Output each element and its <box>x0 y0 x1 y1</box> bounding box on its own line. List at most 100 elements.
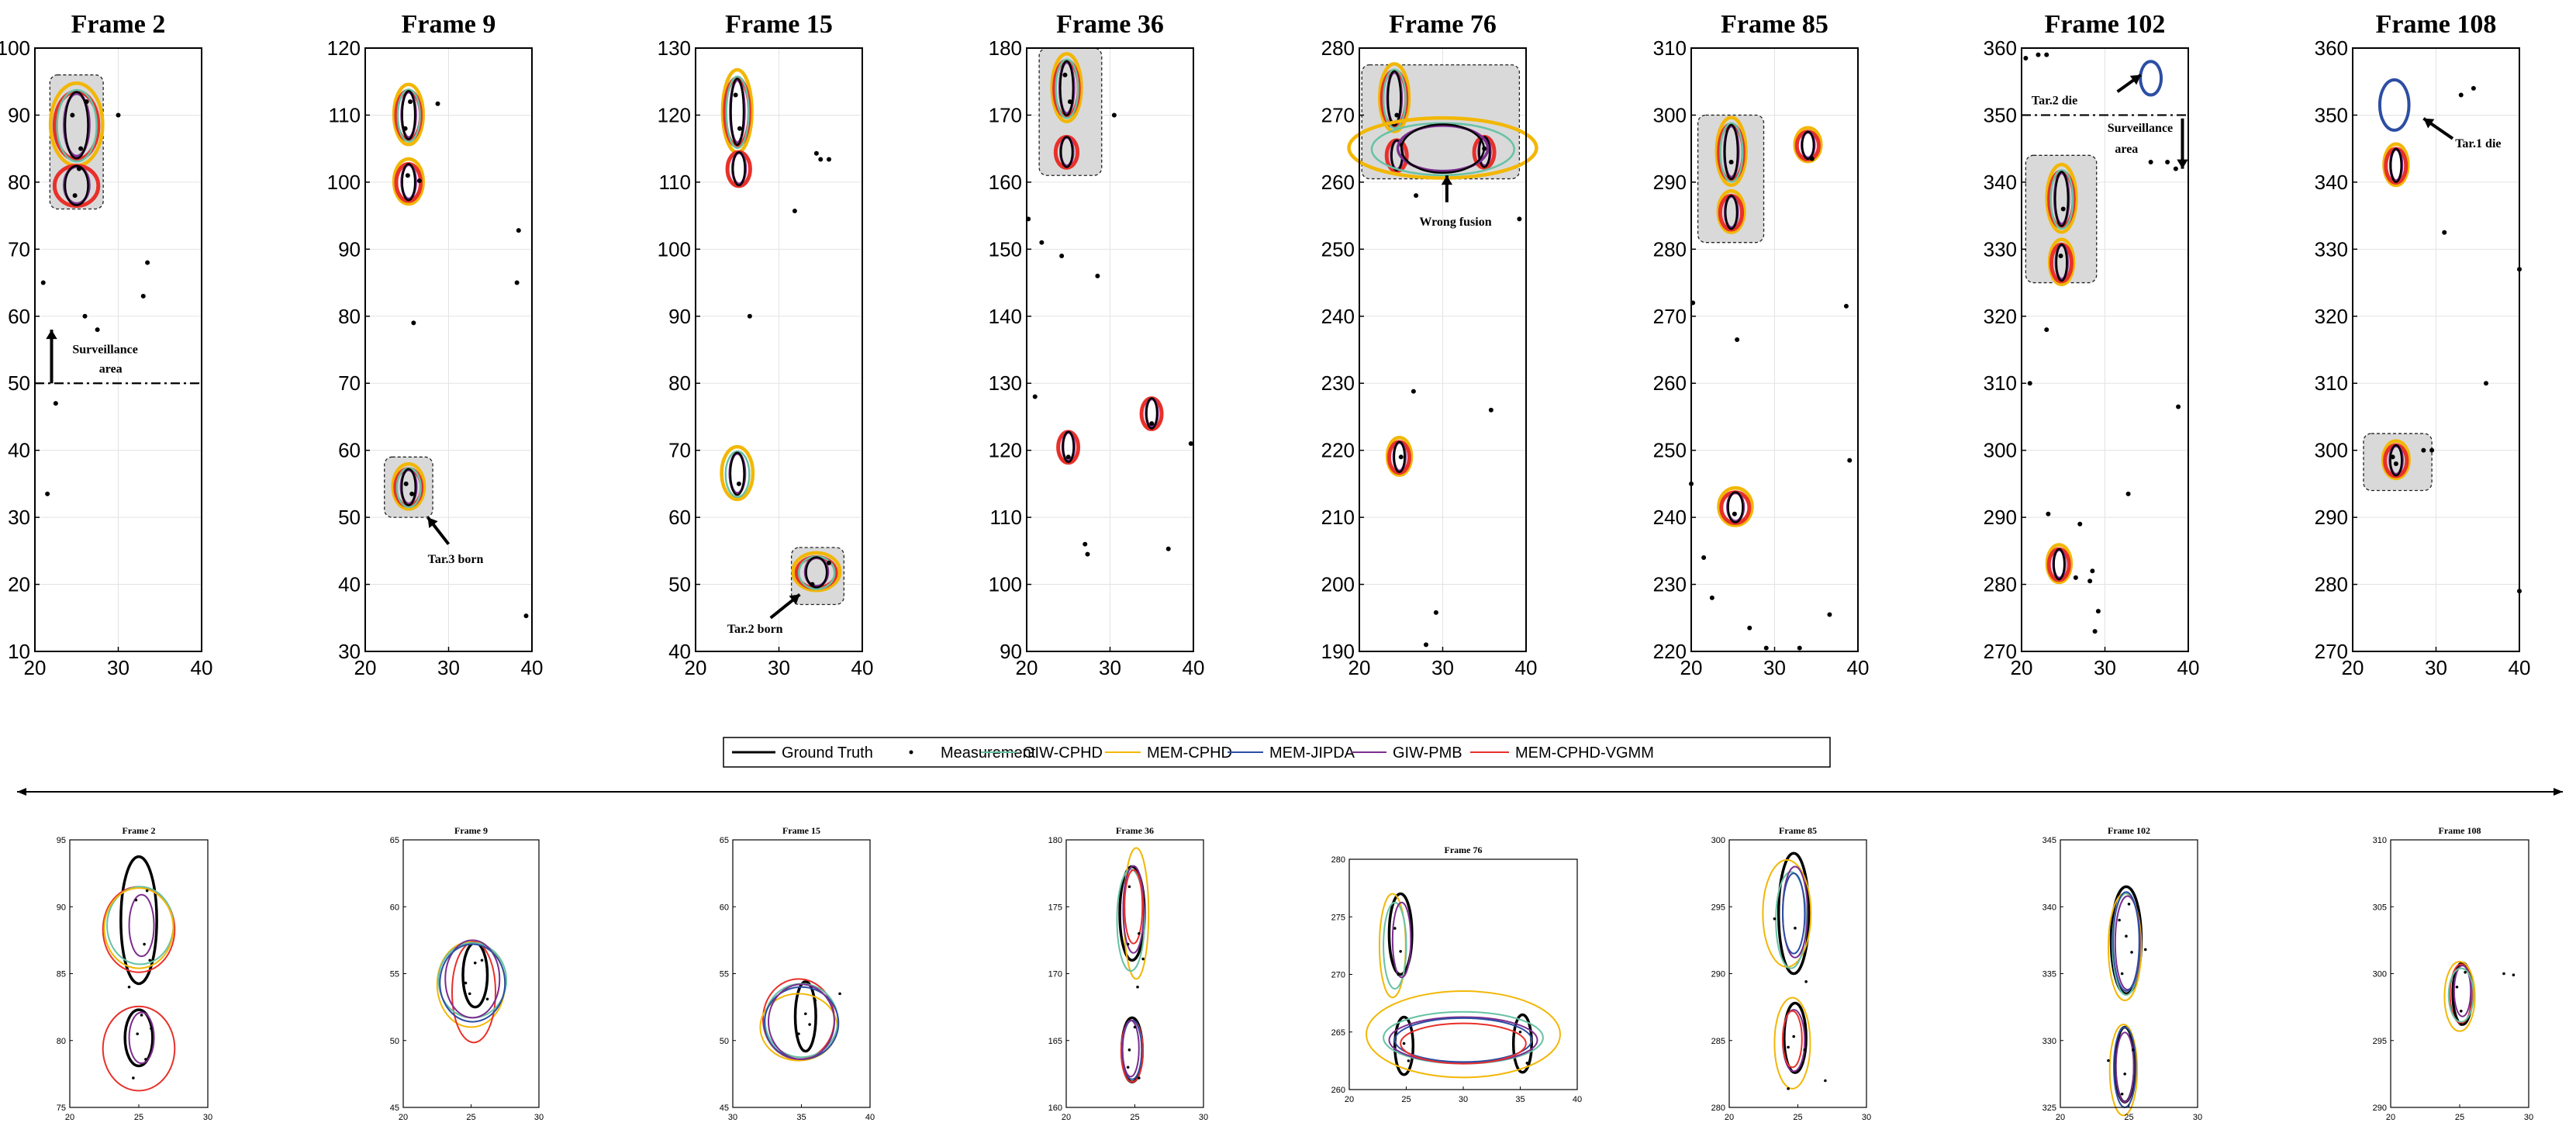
y-tick-label: 150 <box>989 237 1022 261</box>
measurement-point <box>45 491 50 496</box>
y-tick-label: 270 <box>1653 305 1687 328</box>
estimate-ellipse <box>439 943 506 1023</box>
measurement-point <box>2393 461 2398 466</box>
y-tick-label: 70 <box>8 237 30 261</box>
y-tick-label: 100 <box>658 237 691 261</box>
y-tick-label: 110 <box>329 103 361 126</box>
x-tick-label: 40 <box>1183 656 1205 679</box>
estimate-ellipse <box>396 88 421 143</box>
measurement-point <box>1111 112 1117 118</box>
measurement-point <box>2044 52 2049 57</box>
x-tick-label: 20 <box>2342 656 2364 679</box>
measurement-point <box>1424 642 1428 648</box>
estimate-ellipse <box>1782 872 1806 955</box>
legend-label: MEM-CPHD-VGMM <box>1515 744 1654 762</box>
measurement-point <box>127 985 131 989</box>
estimate-ellipse <box>720 444 755 502</box>
measurement-point <box>2077 521 2083 527</box>
y-tick-label: 295 <box>1711 903 1725 912</box>
measurement-point <box>1482 146 1487 151</box>
measurement-point <box>1728 159 1734 164</box>
panel-title: Frame 15 <box>782 825 820 836</box>
estimate-ellipse <box>2115 1031 2135 1104</box>
annotation-label: Surveillance <box>2108 122 2173 135</box>
y-tick-label: 270 <box>2315 640 2348 663</box>
ground-truth-ellipse <box>401 163 416 202</box>
measurement-point <box>140 293 146 299</box>
measurement-point <box>2118 918 2121 922</box>
y-tick-label: 90 <box>668 305 691 328</box>
arrow-head <box>1441 175 1453 185</box>
y-tick-label: 170 <box>1048 970 1062 979</box>
x-tick-label: 30 <box>534 1113 544 1122</box>
ground-truth-ellipse <box>123 1008 154 1068</box>
measurement-point <box>136 1032 140 1035</box>
estimate-ellipse <box>103 887 174 969</box>
measurement-point <box>1095 273 1100 278</box>
x-tick-label: 30 <box>2094 656 2116 679</box>
y-tick-label: 340 <box>2315 171 2348 194</box>
y-tick-label: 310 <box>2373 836 2387 845</box>
x-tick-label: 30 <box>1763 656 1786 679</box>
measurement-point <box>1065 454 1071 460</box>
y-tick-label: 300 <box>1984 439 2017 462</box>
measurement-point <box>1794 927 1797 930</box>
y-tick-label: 240 <box>1321 305 1355 328</box>
y-tick-label: 220 <box>1653 640 1687 663</box>
x-tick-label: 40 <box>851 656 874 679</box>
measurement-point <box>485 997 489 1001</box>
y-tick-label: 40 <box>8 439 30 462</box>
measurement-point <box>84 99 89 105</box>
measurement-point <box>2125 491 2131 496</box>
measurement-point <box>2123 1073 2126 1076</box>
y-tick-label: 120 <box>327 36 361 60</box>
estimate-ellipse <box>1775 871 1808 969</box>
y-tick-label: 130 <box>658 36 691 60</box>
y-tick-label: 320 <box>2315 305 2348 328</box>
y-tick-label: 140 <box>989 305 1022 328</box>
y-tick-label: 100 <box>0 36 30 60</box>
y-tick-label: 290 <box>1984 506 2017 529</box>
panel-title: Frame 76 <box>1389 10 1497 39</box>
y-tick-label: 310 <box>2315 371 2348 395</box>
measurement-point <box>78 146 84 151</box>
measurement-point <box>2459 1010 2463 1013</box>
x-tick-label: 30 <box>728 1113 737 1122</box>
estimate-ellipse <box>1050 52 1083 123</box>
top-panel-4: 20 30 40 90 100 110 120 130 140 150 160 170 180 Frame… <box>989 10 1205 679</box>
measurement-point <box>2458 92 2464 98</box>
estimate-ellipse <box>1366 990 1561 1079</box>
x-tick-label: 25 <box>2455 1113 2464 1122</box>
x-tick-label: 20 <box>354 656 377 679</box>
measurement-point <box>808 1023 811 1026</box>
y-tick-label: 60 <box>668 506 691 529</box>
estimate-ellipse <box>1782 1010 1803 1069</box>
measurement-point <box>1067 99 1072 105</box>
x-tick-label: 30 <box>1862 1113 1871 1122</box>
estimate-ellipse <box>1378 62 1411 133</box>
measurement-point <box>1141 957 1145 961</box>
y-tick-label: 60 <box>8 305 30 328</box>
measurement-point <box>2044 327 2049 333</box>
y-tick-label: 50 <box>390 1037 399 1046</box>
x-tick-label: 40 <box>2509 656 2531 679</box>
x-tick-label: 20 <box>1725 1113 1734 1122</box>
y-tick-label: 90 <box>8 103 30 126</box>
ground-truth-ellipse <box>2053 548 2066 581</box>
zoom-panel-7: 20 25 30 325 330 335 340 345 Frame 102 <box>2042 825 2202 1122</box>
measurement-point <box>2107 1059 2110 1062</box>
y-tick-label: 260 <box>1653 371 1687 395</box>
estimate-ellipse <box>1382 68 1407 130</box>
y-tick-label: 60 <box>338 439 361 462</box>
y-tick-label: 130 <box>989 371 1022 395</box>
y-tick-label: 350 <box>2315 103 2348 126</box>
estimate-ellipse <box>391 462 426 511</box>
panel-title: Frame 108 <box>2439 825 2481 836</box>
estimate-ellipse <box>1717 485 1754 527</box>
measurement-point <box>468 992 471 996</box>
measurement-point <box>2429 447 2435 453</box>
top-panel-3: Tar.2 born 20 30 40 40 50 60 70 80 90 100 110 120 130… <box>658 10 874 679</box>
measurement-point <box>1525 1062 1529 1065</box>
y-tick-label: 160 <box>989 171 1022 194</box>
measurement-point <box>2442 230 2447 235</box>
